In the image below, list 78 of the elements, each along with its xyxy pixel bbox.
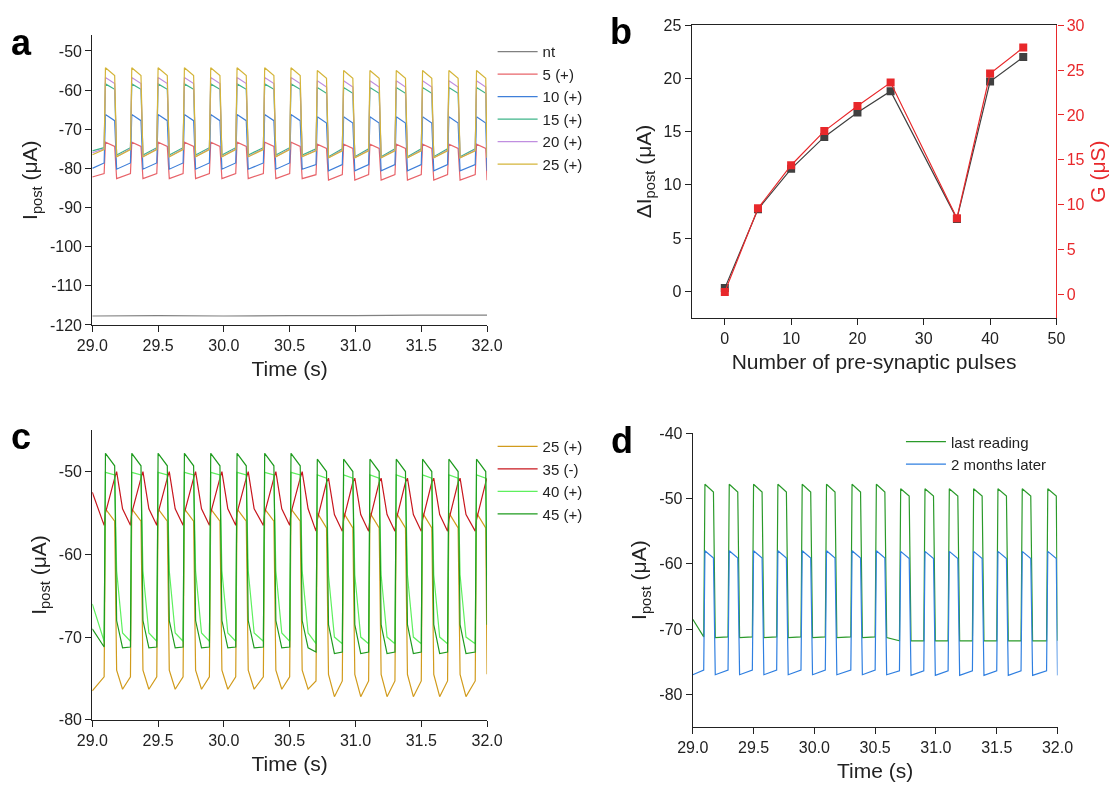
- y-tick-label: -40: [659, 424, 683, 442]
- y2-tick-label: 30: [1066, 16, 1085, 34]
- y2-tick-label: 5: [1066, 241, 1076, 259]
- legend-label: 25 (+): [542, 438, 583, 456]
- legend-label: 40 (+): [542, 483, 583, 501]
- x-tick-label: 29.5: [142, 732, 174, 750]
- text: b: [610, 11, 632, 52]
- legend-label: 25 (+): [542, 155, 583, 173]
- y-tick-label: -70: [58, 120, 83, 138]
- x-tick-label: 31.0: [920, 739, 952, 757]
- y2-tick-label: 25: [1066, 61, 1085, 79]
- y-tick-label: 15: [663, 123, 682, 141]
- y-tick-label: -80: [58, 711, 83, 729]
- x-tick-label: 40: [981, 330, 1000, 348]
- x-tick-label: 31.5: [405, 732, 437, 750]
- y2-tick-label: 15: [1066, 151, 1085, 169]
- x-tick-label: 30.0: [208, 732, 240, 750]
- x-tick-label: 20: [848, 330, 867, 348]
- y-tick-label: -80: [58, 160, 83, 178]
- x-tick-label: 31.5: [981, 739, 1013, 757]
- legend-label: 5 (+): [542, 65, 574, 83]
- legend-label: 20 (+): [542, 133, 583, 151]
- x-tick-label: 32.0: [471, 337, 503, 355]
- y-tick-label: 20: [663, 69, 682, 87]
- legend-label: 2 months later: [950, 456, 1046, 474]
- x-axis-title: Time (s): [837, 759, 914, 783]
- y-tick-label: 25: [663, 16, 682, 34]
- y2-tick-label: 0: [1066, 286, 1076, 304]
- y-tick-label: -100: [49, 238, 83, 256]
- y-tick-label: -60: [58, 545, 83, 563]
- y-tick-label: -110: [51, 277, 83, 295]
- y-tick-label: -50: [58, 463, 83, 481]
- y-tick-label: -80: [659, 685, 683, 703]
- y-tick-label: 0: [672, 282, 682, 300]
- x-tick-label: 30.5: [859, 739, 891, 757]
- x-tick-label: 0: [720, 330, 730, 348]
- y-tick-label: -120: [49, 316, 83, 334]
- x-tick-label: 31.5: [405, 337, 437, 355]
- x-tick-label: 29.0: [76, 337, 108, 355]
- x-axis-title: Time (s): [251, 357, 328, 381]
- x-tick-label: 31.0: [339, 337, 372, 355]
- x-tick-label: 29.0: [677, 739, 709, 757]
- x-tick-label: 29.5: [142, 337, 174, 355]
- y-tick-label: -70: [659, 620, 683, 638]
- x-tick-label: 29.5: [738, 739, 770, 757]
- x-axis-title: Time (s): [251, 752, 328, 776]
- legend-label: last reading: [950, 433, 1029, 451]
- x-tick-label: 29.0: [76, 732, 108, 750]
- x-tick-label: 30.0: [798, 739, 831, 757]
- y-tick-label: -50: [659, 490, 683, 508]
- y-tick-label: -70: [58, 628, 83, 646]
- x-tick-label: 30.0: [208, 337, 240, 355]
- y2-tick-label: 10: [1066, 196, 1085, 214]
- y2-tick-label: 20: [1066, 106, 1085, 124]
- y-tick-label: -90: [58, 199, 83, 217]
- y-tick-label: -60: [659, 555, 683, 573]
- x-tick-label: 31.0: [339, 732, 372, 750]
- x-tick-label: 32.0: [471, 732, 503, 750]
- text: d: [611, 420, 633, 461]
- text: a: [11, 22, 32, 63]
- x-tick-label: 32.0: [1041, 739, 1074, 757]
- legend-label: 10 (+): [542, 88, 583, 106]
- legend-label: 45 (+): [542, 505, 583, 523]
- legend-label: 35 (-): [542, 460, 579, 478]
- x-tick-label: 30: [914, 330, 933, 348]
- y-tick-label: 5: [672, 229, 682, 247]
- x-tick-label: 30.5: [274, 732, 306, 750]
- y-tick-label: 10: [663, 176, 682, 194]
- y-tick-label: -50: [58, 42, 83, 60]
- x-tick-label: 30.5: [274, 337, 306, 355]
- legend-label: nt: [542, 43, 556, 61]
- y-tick-label: -60: [58, 81, 83, 99]
- x-axis-title: Number of pre-synaptic pulses: [731, 350, 1017, 374]
- legend-label: 15 (+): [542, 110, 583, 128]
- x-tick-label: 50: [1047, 330, 1066, 348]
- y2-axis-title: G (μS): [1085, 140, 1109, 203]
- x-tick-label: 10: [782, 330, 801, 348]
- text: c: [11, 416, 32, 457]
